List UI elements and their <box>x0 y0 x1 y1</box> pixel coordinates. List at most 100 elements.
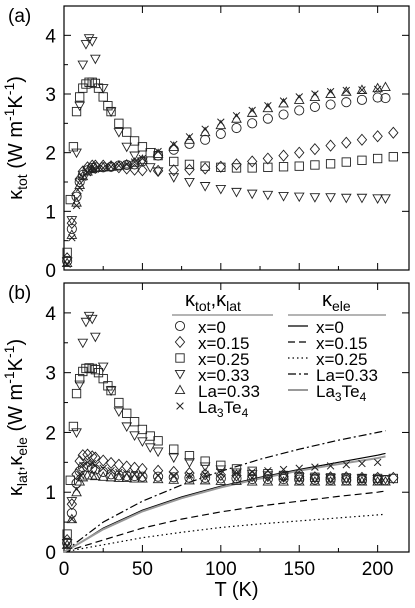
data-point <box>372 130 383 143</box>
data-point <box>356 133 368 146</box>
data-point <box>93 83 104 93</box>
plot-frame <box>63 5 410 271</box>
data-point <box>231 468 242 479</box>
data-point <box>341 97 352 108</box>
data-point <box>184 472 195 483</box>
data-point <box>278 470 289 481</box>
series-line <box>63 455 386 553</box>
data-point <box>66 497 78 507</box>
data-point <box>325 139 336 152</box>
data-point <box>372 194 384 204</box>
legend-marker <box>174 320 186 332</box>
data-point <box>66 498 78 511</box>
data-point <box>201 470 209 479</box>
data-point <box>71 187 82 200</box>
legend-label: x=0.15 <box>316 334 368 353</box>
data-point <box>115 468 123 477</box>
data-point <box>91 165 100 173</box>
data-point <box>66 216 78 226</box>
legend-marker <box>174 369 186 380</box>
data-point <box>325 473 336 484</box>
data-point <box>262 152 274 165</box>
data-point <box>372 92 383 103</box>
data-point <box>66 216 78 230</box>
data-point <box>98 92 108 102</box>
data-point <box>129 472 140 483</box>
data-point <box>153 471 164 482</box>
data-point <box>98 466 109 477</box>
data-point <box>293 473 305 483</box>
data-point <box>129 431 140 441</box>
data-point <box>144 443 156 453</box>
data-point <box>199 474 211 485</box>
data-point <box>113 470 124 481</box>
data-point <box>63 260 71 268</box>
data-point <box>356 193 368 204</box>
data-point <box>295 93 303 101</box>
data-point <box>74 455 85 468</box>
data-point <box>373 458 382 467</box>
data-point <box>309 475 321 486</box>
data-point <box>83 168 92 177</box>
data-point <box>293 475 305 486</box>
data-point <box>113 407 125 418</box>
data-point <box>388 126 399 139</box>
data-point <box>90 451 101 464</box>
data-point <box>184 474 195 485</box>
data-point <box>86 37 98 47</box>
legend-label: La=0.33 <box>316 366 378 385</box>
data-point <box>81 363 91 374</box>
data-point <box>200 472 211 483</box>
data-point <box>75 92 85 102</box>
data-point <box>231 187 242 198</box>
data-point <box>97 161 109 172</box>
legend-header-lines: κele <box>322 289 351 314</box>
y-tick-label: 0 <box>45 261 56 282</box>
data-point <box>129 157 140 167</box>
data-point <box>78 366 88 377</box>
data-point <box>138 471 147 479</box>
data-point <box>68 515 76 523</box>
data-point <box>74 101 86 112</box>
data-point <box>356 474 368 484</box>
data-point <box>231 163 242 173</box>
data-point <box>247 118 258 129</box>
series-line <box>63 430 386 553</box>
data-point <box>168 164 179 177</box>
data-point <box>325 193 336 203</box>
data-point <box>246 189 258 200</box>
data-point <box>89 332 101 343</box>
data-point <box>68 142 79 152</box>
data-point <box>129 151 140 162</box>
data-point <box>121 422 133 432</box>
data-point <box>152 447 164 458</box>
data-point <box>326 462 335 470</box>
data-point <box>278 475 289 486</box>
x-tick-label: 0 <box>59 559 70 580</box>
data-point <box>200 161 210 171</box>
series-group <box>62 77 398 258</box>
data-point <box>107 162 115 171</box>
data-point <box>356 475 368 486</box>
data-point <box>294 146 305 159</box>
data-point <box>75 184 84 192</box>
data-point <box>380 93 391 104</box>
data-point <box>77 60 89 71</box>
data-point <box>83 34 95 44</box>
legend-label: La3Te4 <box>316 382 367 404</box>
data-point <box>71 106 82 117</box>
panel-a: 0 1 2 3 4 (a) κtot (W m-1K-1) <box>1 5 410 282</box>
data-point <box>105 456 117 470</box>
data-point <box>65 194 75 205</box>
data-point <box>262 190 274 201</box>
data-point <box>217 118 225 126</box>
data-point <box>372 475 384 486</box>
data-point <box>71 428 82 438</box>
series-group <box>63 85 382 268</box>
data-point <box>168 144 179 155</box>
data-point <box>231 469 242 482</box>
data-point <box>341 157 351 167</box>
data-point <box>121 472 133 482</box>
data-point <box>279 465 288 474</box>
data-point <box>113 128 125 138</box>
